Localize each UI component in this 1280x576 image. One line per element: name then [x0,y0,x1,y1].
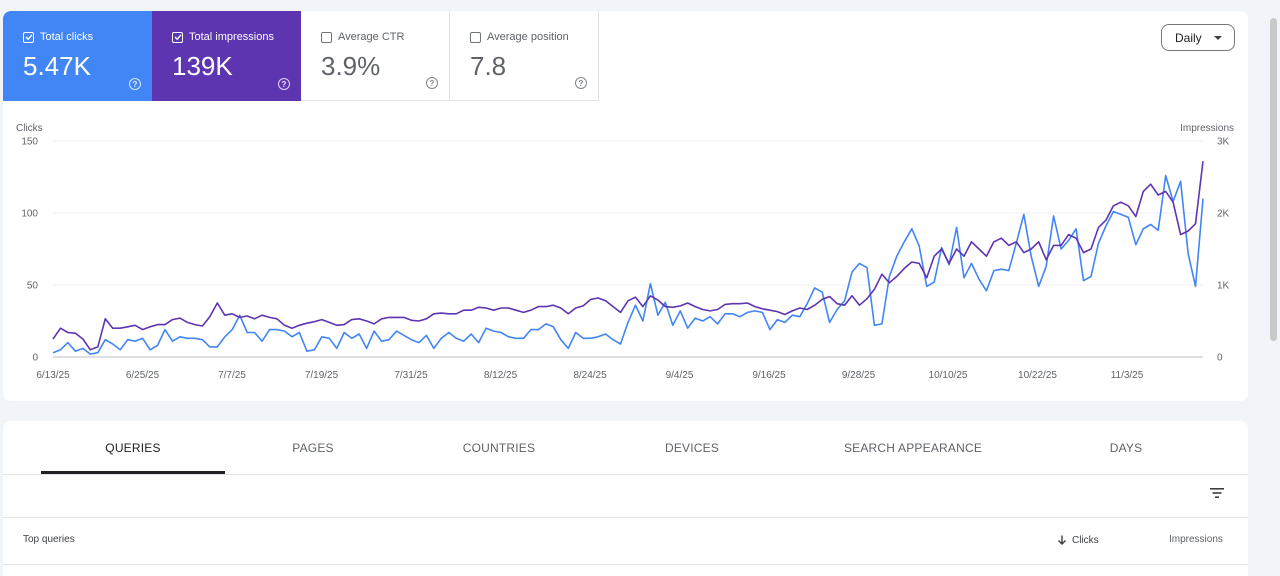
checkbox-checked-icon[interactable] [172,31,183,43]
column-header-label: Clicks [1072,534,1099,546]
right-tick-label: 0 [1217,353,1223,364]
filter-icon [1210,488,1224,498]
tab-pages[interactable]: PAGES [292,440,334,455]
help-icon[interactable]: ? [575,77,587,89]
x-tick-label: 6/25/25 [126,370,160,381]
left-axis-ticks: 0 50 100 150 [21,137,38,364]
x-tick-label: 7/19/25 [305,370,339,381]
left-tick-label: 100 [21,209,38,220]
x-tick-label: 9/16/25 [752,370,786,381]
left-tick-label: 150 [21,137,38,148]
metric-total-impressions[interactable]: Total impressions 139K ? [152,11,301,101]
x-tick-label: 10/10/25 [929,370,968,381]
help-icon[interactable]: ? [129,78,141,90]
x-tick-label: 6/13/25 [36,370,70,381]
filter-button[interactable] [1205,481,1229,505]
tab-queries[interactable]: QUERIES [105,440,161,455]
metric-value: 139K [172,51,233,81]
metric-total-clicks[interactable]: Total clicks 5.47K ? [3,11,152,101]
checkbox-unchecked-icon[interactable] [321,31,332,43]
metric-label: Total clicks [40,31,94,43]
performance-chart: Clicks Impressions 0 50 100 150 0 1K 2K 3K 6/1… [16,123,1234,381]
metric-value: 3.9% [321,51,381,81]
column-header-clicks[interactable]: Clicks [1056,534,1099,546]
series-line-impressions [52,161,1204,351]
x-tick-label: 7/7/25 [218,370,246,381]
right-tick-label: 2K [1217,209,1230,220]
checkbox-checked-icon[interactable] [23,31,34,43]
x-axis-ticks: 6/13/25 6/25/25 7/7/25 7/19/25 7/31/25 8/12/2… [36,370,1143,381]
left-tick-label: 50 [27,281,39,292]
x-tick-label: 8/24/25 [573,370,607,381]
divider [3,564,1248,565]
right-tick-label: 3K [1217,137,1230,148]
x-tick-label: 10/22/25 [1018,370,1057,381]
tab-devices[interactable]: DEVICES [664,440,720,455]
left-axis-label: Clicks [16,123,43,134]
table-title: Top queries [23,534,75,545]
tab-countries[interactable]: COUNTRIES [462,440,536,455]
metric-average-position[interactable]: Average position 7.8 ? [450,11,599,101]
metric-value: 5.47K [23,51,91,81]
report-table-card: QUERIES PAGES COUNTRIES DEVICES SEARCH A… [3,421,1248,576]
metric-average-ctr[interactable]: Average CTR 3.9% ? [301,11,450,101]
metric-label: Average CTR [338,31,405,43]
checkbox-unchecked-icon[interactable] [470,31,481,43]
caret-down-icon [1214,36,1222,40]
metric-label: Average position [487,31,569,43]
performance-card: Total clicks 5.47K ? Total impressions 1… [3,11,1248,401]
active-tab-indicator [41,471,225,474]
column-header-impressions[interactable]: Impressions [1169,534,1223,545]
right-tick-label: 1K [1217,281,1230,292]
right-axis-label: Impressions [1180,123,1234,134]
x-tick-label: 8/12/25 [484,370,518,381]
chart-series [52,161,1204,355]
help-icon[interactable]: ? [278,78,290,90]
scrollbar[interactable] [1270,18,1277,341]
x-tick-label: 7/31/25 [394,370,428,381]
x-tick-label: 9/4/25 [666,370,694,381]
arrow-down-icon [1058,535,1066,545]
series-line-clicks [52,174,1204,355]
metric-label: Total impressions [189,31,274,43]
x-tick-label: 11/3/25 [1111,370,1144,381]
metric-value: 7.8 [470,51,507,81]
period-dropdown-label: Daily [1175,30,1202,45]
chart-grid [53,140,1203,358]
tab-search-appearance[interactable]: SEARCH APPEARANCE [843,440,983,455]
divider [3,517,1248,518]
period-dropdown[interactable]: Daily [1161,24,1235,51]
right-axis-ticks: 0 1K 2K 3K [1217,137,1230,364]
divider [3,474,1248,475]
help-icon[interactable]: ? [426,77,438,89]
left-tick-label: 0 [32,353,38,364]
x-tick-label: 9/28/25 [842,370,876,381]
tab-days[interactable]: DAYS [1109,440,1143,455]
